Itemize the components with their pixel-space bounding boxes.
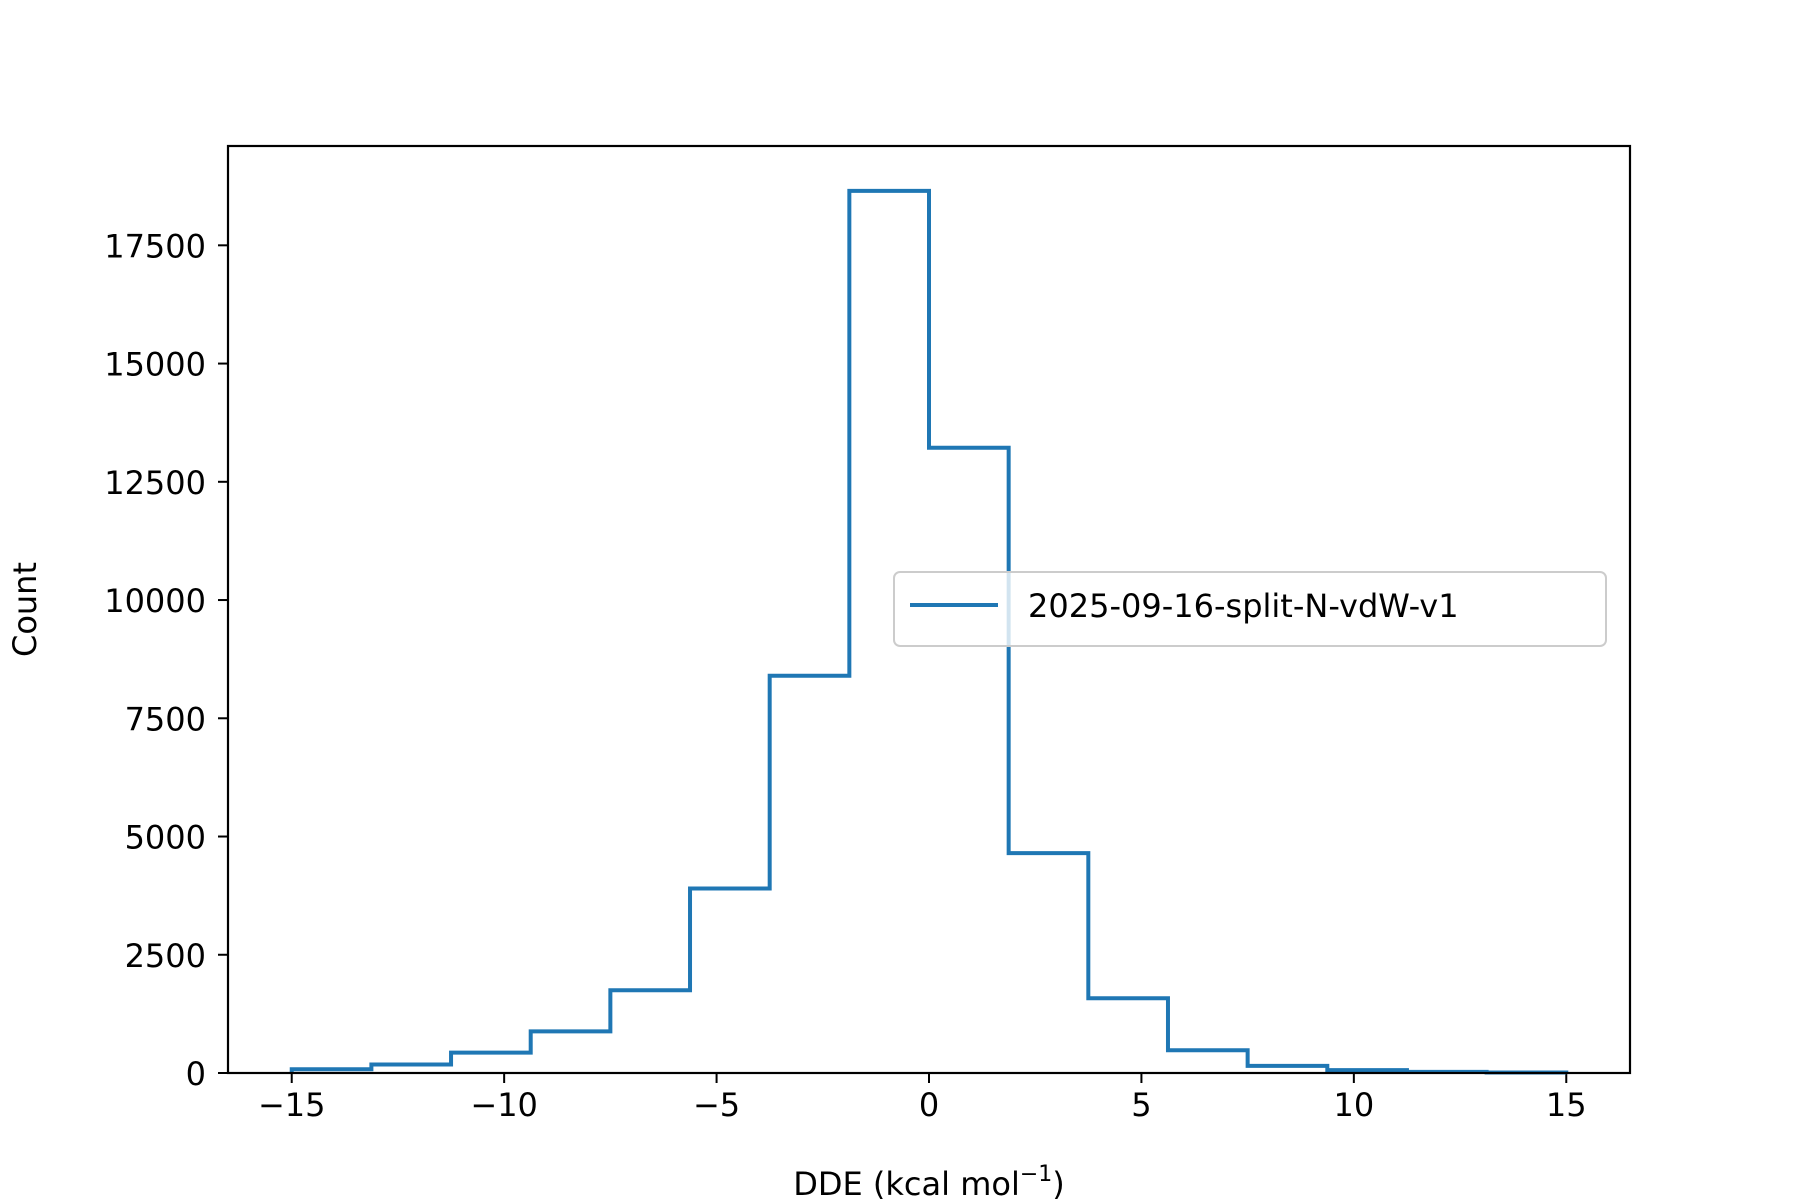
x-tick-label: 5 [1131, 1086, 1151, 1124]
y-axis-label: Count [6, 562, 44, 657]
x-tick-label: 0 [919, 1086, 939, 1124]
y-tick-label: 17500 [104, 227, 206, 265]
y-tick-label: 12500 [104, 464, 206, 502]
x-axis-label-suffix: ) [1052, 1165, 1064, 1200]
legend-label: 2025-09-16-split-N-vdW-v1 [1028, 587, 1459, 625]
x-tick-label: 10 [1333, 1086, 1374, 1124]
y-axis-ticks: 0 2500 5000 7500 10000 12500 15000 17500 [104, 227, 228, 1093]
x-axis-ticks: −15 −10 −5 0 5 10 15 [258, 1073, 1587, 1124]
x-axis-label-superscript: −1 [1020, 1162, 1052, 1187]
y-tick-label: 5000 [125, 819, 206, 857]
x-axis-label-main: DDE (kcal mol [793, 1165, 1020, 1200]
y-tick-label: 7500 [125, 700, 206, 738]
x-tick-label: −5 [693, 1086, 740, 1124]
axes-frame [226, 144, 1632, 1075]
y-tick-label: 15000 [104, 346, 206, 384]
plot-area [289, 188, 1569, 1075]
y-tick-label: 10000 [104, 582, 206, 620]
x-axis-label: DDE (kcal mol−1) [793, 1162, 1065, 1200]
x-tick-label: −15 [258, 1086, 326, 1124]
x-tick-label: −10 [470, 1086, 538, 1124]
y-tick-label: 2500 [125, 937, 206, 975]
x-tick-label: 15 [1546, 1086, 1587, 1124]
y-tick-label: 0 [186, 1055, 206, 1093]
histogram-step-line [289, 188, 1569, 1075]
legend: 2025-09-16-split-N-vdW-v1 [893, 571, 1607, 647]
legend-box [893, 571, 1607, 647]
